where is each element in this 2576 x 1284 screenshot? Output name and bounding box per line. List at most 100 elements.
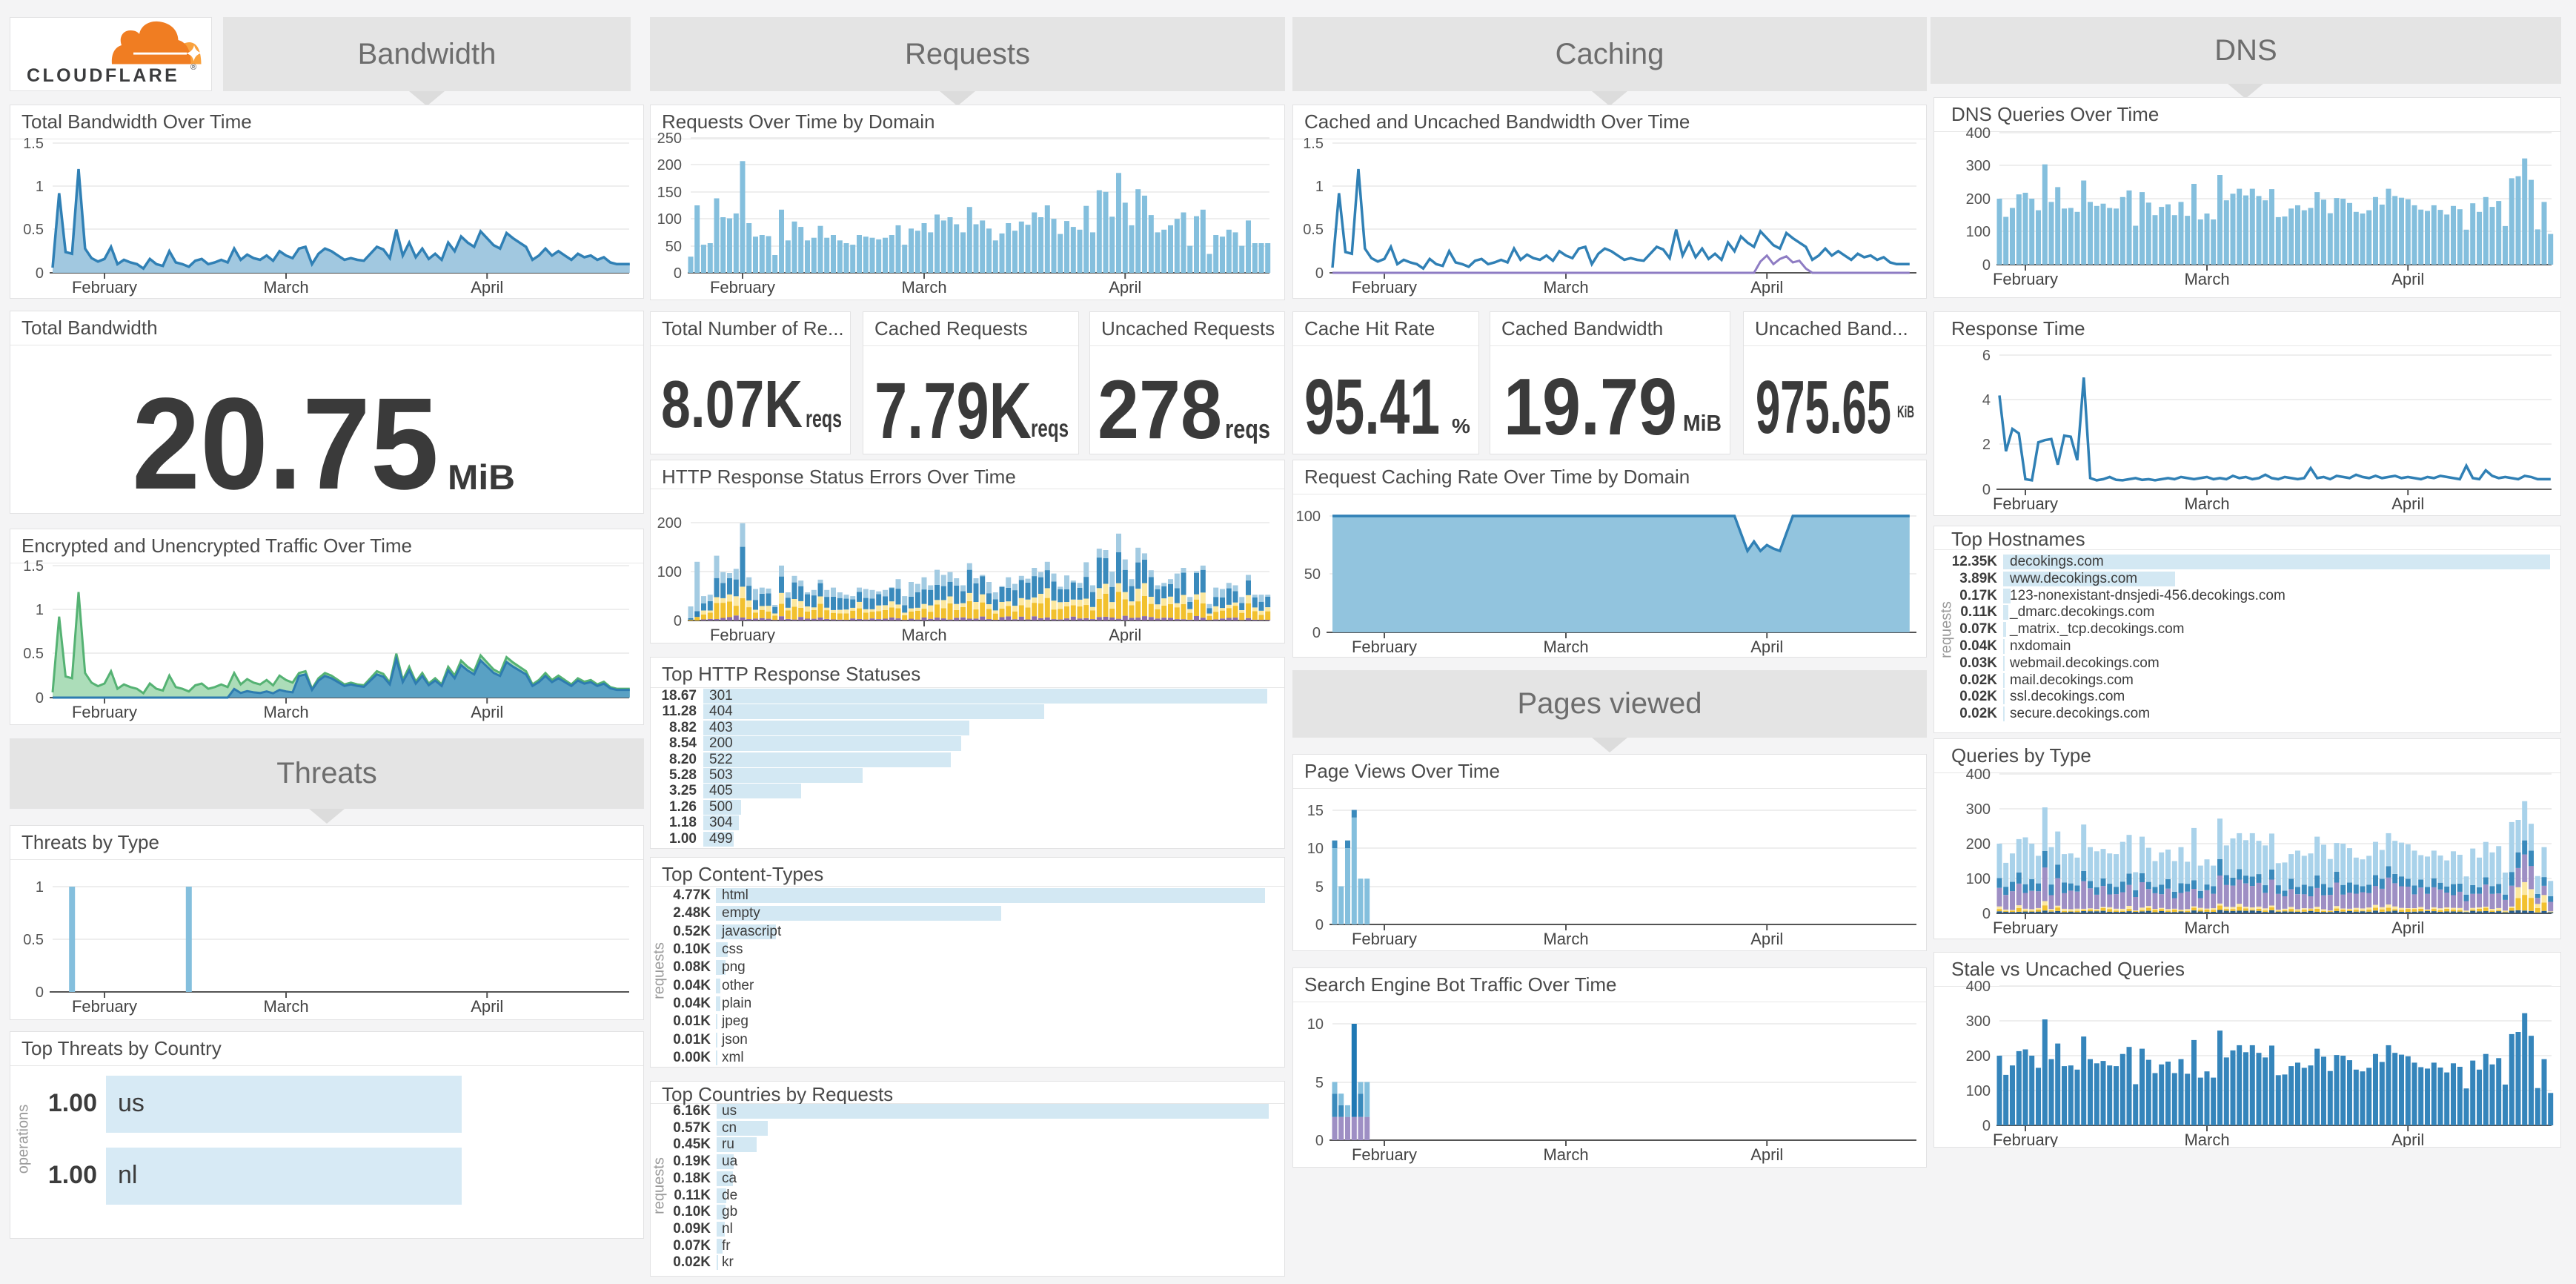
svg-text:0: 0: [36, 690, 44, 706]
svg-text:reqs: reqs: [1031, 414, 1069, 442]
svg-text:200: 200: [1966, 191, 1991, 208]
svg-text:6: 6: [1982, 348, 1991, 364]
svg-text:MiB: MiB: [1683, 410, 1722, 436]
svg-text:March: March: [2184, 494, 2229, 513]
svg-text:April: April: [1109, 278, 1141, 297]
svg-text:278: 278: [1098, 363, 1222, 454]
svg-text:0.5: 0.5: [23, 222, 44, 238]
svg-text:February: February: [1993, 1131, 2058, 1148]
svg-text:March: March: [263, 278, 308, 297]
svg-text:0: 0: [1982, 906, 1991, 922]
svg-text:1.5: 1.5: [23, 136, 44, 152]
svg-text:975.65: 975.65: [1756, 366, 1891, 449]
svg-text:0: 0: [1315, 1133, 1324, 1149]
svg-text:50: 50: [665, 239, 682, 255]
svg-text:March: March: [1543, 930, 1588, 948]
svg-text:April: April: [471, 703, 503, 721]
svg-text:April: April: [471, 997, 503, 1016]
svg-text:1: 1: [1315, 179, 1324, 195]
svg-text:April: April: [1109, 626, 1141, 643]
svg-text:100: 100: [1296, 509, 1321, 525]
svg-text:March: March: [263, 703, 308, 721]
svg-text:20.75: 20.75: [132, 371, 439, 514]
svg-text:KiB: KiB: [1897, 403, 1914, 421]
svg-text:April: April: [2391, 270, 2424, 288]
svg-text:MiB: MiB: [448, 457, 515, 497]
svg-text:1: 1: [36, 602, 44, 618]
svg-text:50: 50: [1304, 566, 1321, 583]
svg-text:100: 100: [1966, 224, 1991, 240]
svg-text:reqs: reqs: [806, 405, 842, 432]
svg-text:March: March: [2184, 1131, 2229, 1148]
svg-text:April: April: [2391, 1131, 2424, 1148]
svg-text:100: 100: [657, 211, 682, 228]
svg-text:95.41: 95.41: [1304, 363, 1440, 451]
svg-text:10: 10: [1307, 841, 1324, 857]
svg-text:200: 200: [657, 515, 682, 532]
svg-text:CLOUDFLARE: CLOUDFLARE: [27, 65, 179, 86]
svg-text:0: 0: [1982, 257, 1991, 274]
svg-text:April: April: [1750, 1145, 1783, 1164]
svg-text:200: 200: [1966, 1048, 1991, 1065]
svg-text:March: March: [1543, 1145, 1588, 1164]
svg-text:March: March: [1543, 638, 1588, 656]
svg-text:0: 0: [674, 265, 682, 282]
svg-text:February: February: [1352, 1145, 1417, 1164]
svg-text:19.79: 19.79: [1504, 362, 1677, 452]
svg-text:1.5: 1.5: [23, 558, 44, 575]
svg-text:February: February: [710, 278, 775, 297]
svg-text:March: March: [2184, 270, 2229, 288]
svg-text:8.07K: 8.07K: [661, 368, 803, 442]
svg-text:1: 1: [36, 179, 44, 195]
svg-text:0.5: 0.5: [23, 646, 44, 662]
svg-text:0: 0: [1315, 917, 1324, 933]
svg-text:February: February: [72, 278, 137, 297]
svg-text:February: February: [1993, 919, 2058, 937]
svg-text:5: 5: [1315, 1075, 1324, 1091]
svg-text:February: February: [72, 997, 137, 1016]
svg-text:10: 10: [1307, 1016, 1324, 1033]
svg-text:5: 5: [1315, 879, 1324, 896]
svg-text:February: February: [710, 626, 775, 643]
svg-text:February: February: [1993, 270, 2058, 288]
svg-text:March: March: [901, 278, 946, 297]
svg-text:2: 2: [1982, 437, 1991, 453]
svg-text:1: 1: [36, 879, 44, 896]
svg-text:®: ®: [190, 63, 196, 72]
svg-text:March: March: [901, 626, 946, 643]
svg-text:0: 0: [674, 613, 682, 629]
svg-text:0: 0: [1982, 1118, 1991, 1134]
svg-text:250: 250: [657, 130, 682, 147]
svg-text:February: February: [1352, 638, 1417, 656]
svg-text:March: March: [2184, 919, 2229, 937]
svg-text:100: 100: [1966, 1083, 1991, 1099]
svg-text:100: 100: [1966, 871, 1991, 887]
svg-text:%: %: [1452, 414, 1470, 437]
svg-text:February: February: [1352, 930, 1417, 948]
svg-text:0.5: 0.5: [23, 932, 44, 948]
svg-text:400: 400: [1966, 767, 1991, 783]
svg-text:0: 0: [1982, 482, 1991, 498]
svg-text:April: April: [1750, 930, 1783, 948]
svg-text:300: 300: [1966, 158, 1991, 174]
svg-text:April: April: [2391, 919, 2424, 937]
svg-text:150: 150: [657, 185, 682, 201]
svg-text:April: April: [471, 278, 503, 297]
svg-text:400: 400: [1966, 125, 1991, 142]
svg-text:200: 200: [657, 157, 682, 173]
svg-text:April: April: [2391, 494, 2424, 513]
svg-text:0: 0: [1312, 625, 1321, 641]
svg-text:0.5: 0.5: [1303, 222, 1324, 238]
svg-text:reqs: reqs: [1225, 414, 1270, 444]
svg-text:0: 0: [36, 265, 44, 282]
svg-text:100: 100: [657, 564, 682, 580]
svg-text:April: April: [1750, 278, 1783, 297]
svg-text:15: 15: [1307, 803, 1324, 819]
svg-text:4: 4: [1982, 392, 1991, 408]
svg-text:March: March: [263, 997, 308, 1016]
svg-text:7.79K: 7.79K: [874, 365, 1032, 454]
svg-text:400: 400: [1966, 979, 1991, 995]
svg-text:February: February: [1352, 278, 1417, 297]
svg-text:March: March: [1543, 278, 1588, 297]
svg-text:April: April: [1750, 638, 1783, 656]
